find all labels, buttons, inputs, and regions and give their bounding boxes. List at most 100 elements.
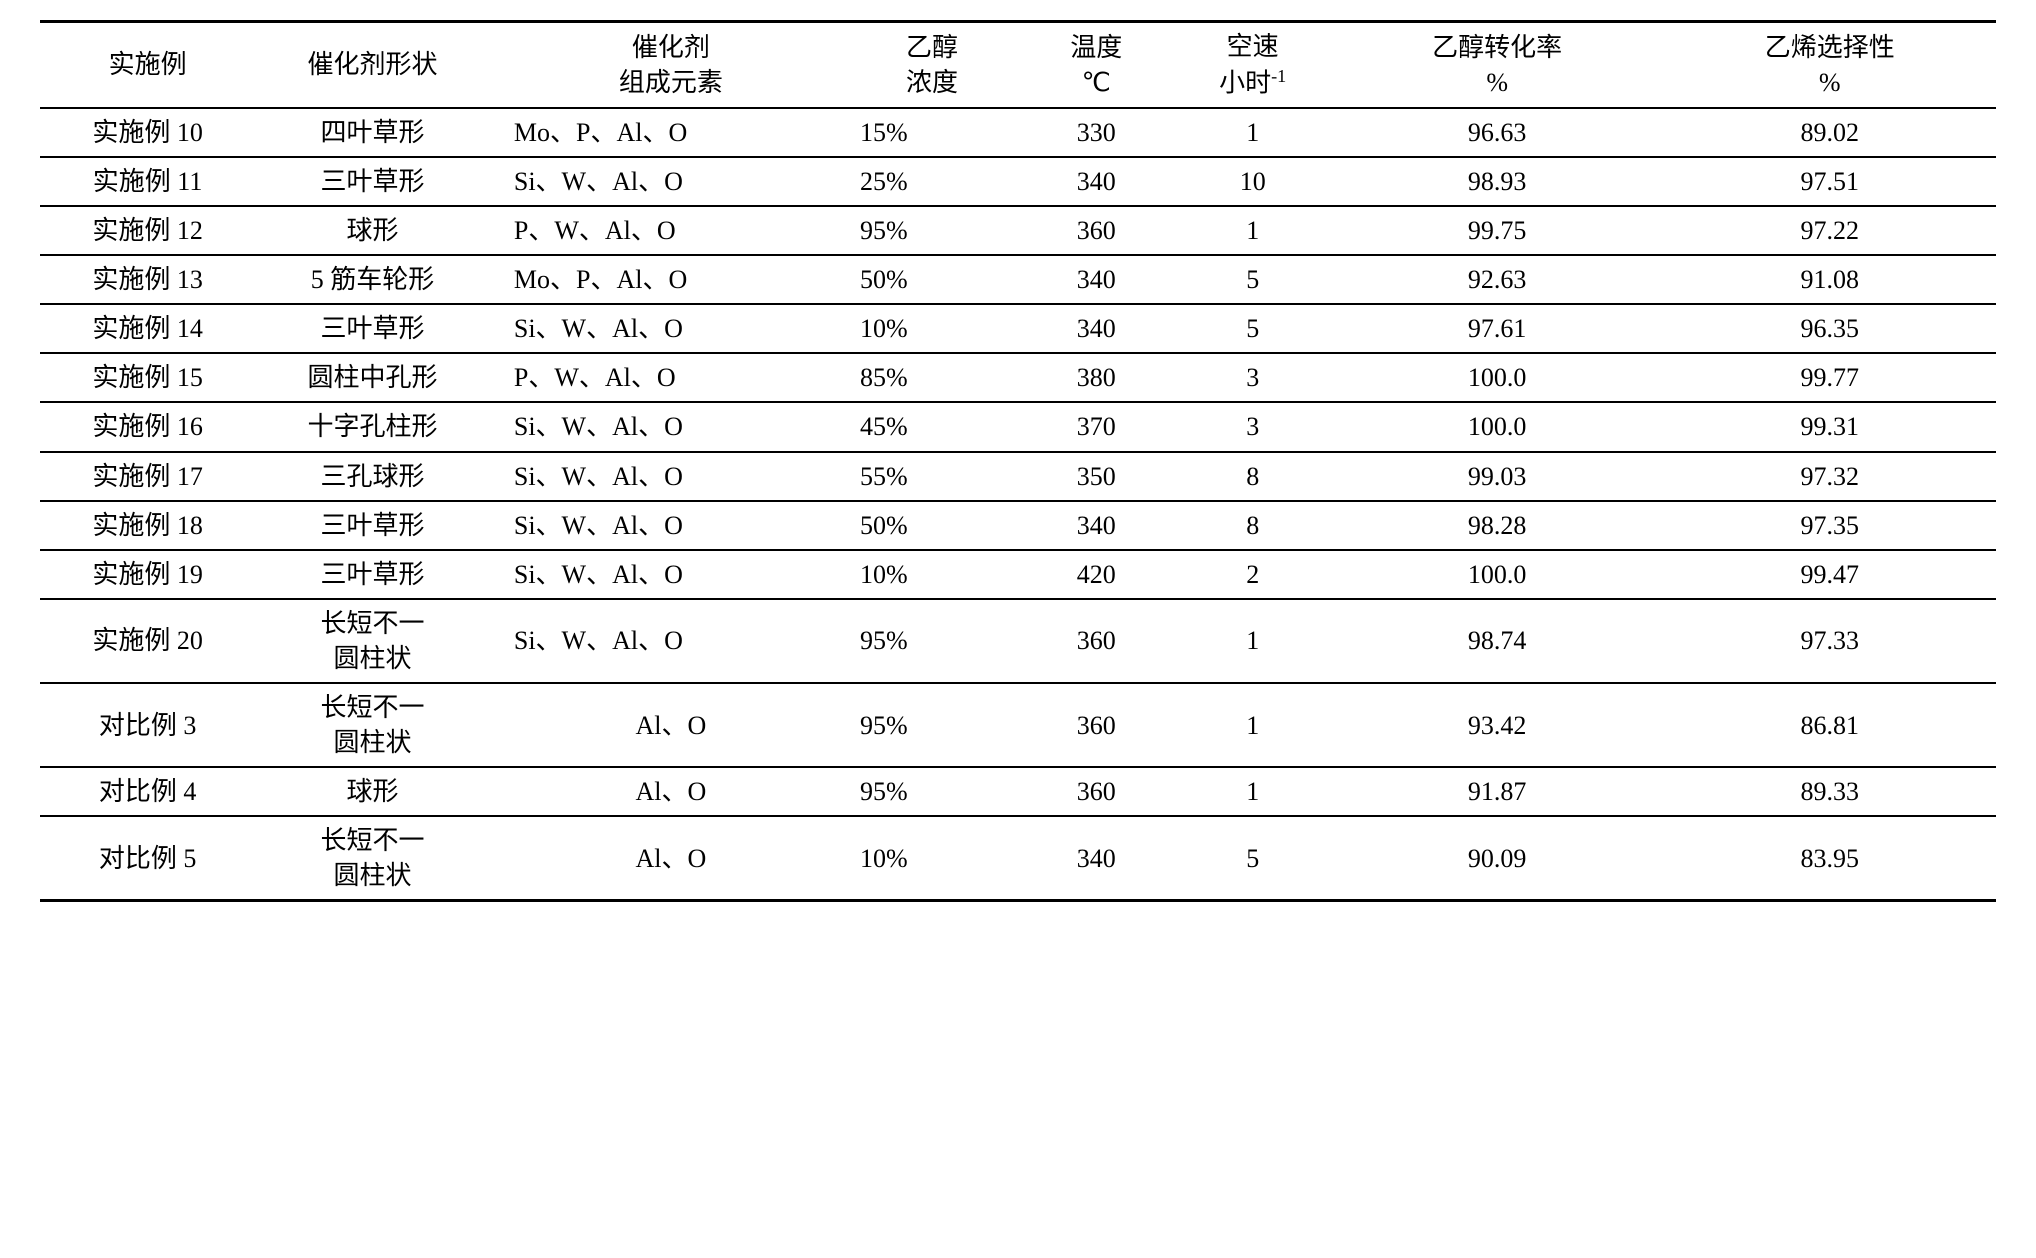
table-cell: 实施例 12	[40, 206, 255, 255]
table-cell: 89.33	[1663, 767, 1996, 816]
header-elements-line1: 催化剂	[632, 33, 710, 62]
table-cell: 100.0	[1331, 550, 1664, 599]
col-header-conc: 乙醇 浓度	[842, 22, 1018, 108]
table-row: 实施例 17三孔球形Si、W、Al、O55%350899.0397.32	[40, 452, 1996, 501]
header-temp-line2: ℃	[1082, 68, 1111, 97]
table-row: 实施例 12球形P、W、Al、O95%360199.7597.22	[40, 206, 1996, 255]
table-cell: 5 筋车轮形	[255, 255, 490, 304]
table-cell: Si、W、Al、O	[490, 599, 842, 683]
table-cell: 圆柱中孔形	[255, 353, 490, 402]
col-header-elements: 催化剂 组成元素	[490, 22, 842, 108]
table-cell: 对比例 5	[40, 816, 255, 901]
header-conv-line1: 乙醇转化率	[1432, 33, 1562, 62]
table-cell: 实施例 17	[40, 452, 255, 501]
table-row: 实施例 18三叶草形Si、W、Al、O50%340898.2897.35	[40, 501, 1996, 550]
table-cell: 91.08	[1663, 255, 1996, 304]
table-cell: 1	[1174, 599, 1330, 683]
table-cell: 3	[1174, 353, 1330, 402]
table-cell: P、W、Al、O	[490, 353, 842, 402]
table-cell: 99.03	[1331, 452, 1664, 501]
table-cell: 15%	[842, 108, 1018, 157]
table-cell: 83.95	[1663, 816, 1996, 901]
table-cell: 95%	[842, 599, 1018, 683]
table-cell: 对比例 4	[40, 767, 255, 816]
table-cell: 92.63	[1331, 255, 1664, 304]
table-cell: 340	[1018, 501, 1174, 550]
table-cell: 360	[1018, 206, 1174, 255]
col-header-shape: 催化剂形状	[255, 22, 490, 108]
table-cell: 340	[1018, 304, 1174, 353]
table-row: 实施例 14三叶草形Si、W、Al、O10%340597.6196.35	[40, 304, 1996, 353]
table-body: 实施例 10四叶草形Mo、P、Al、O15%330196.6389.02实施例 …	[40, 108, 1996, 901]
table-row: 对比例 4球形Al、O95%360191.8789.33	[40, 767, 1996, 816]
table-cell: 三叶草形	[255, 157, 490, 206]
table-cell: 85%	[842, 353, 1018, 402]
table-cell: Si、W、Al、O	[490, 452, 842, 501]
table-cell: 三叶草形	[255, 501, 490, 550]
table-row: 实施例 16十字孔柱形Si、W、Al、O45%3703100.099.31	[40, 402, 1996, 451]
table-cell: Si、W、Al、O	[490, 304, 842, 353]
table-cell: 340	[1018, 816, 1174, 901]
header-shape-text: 催化剂形状	[308, 50, 438, 79]
table-cell: 1	[1174, 206, 1330, 255]
table-cell: Mo、P、Al、O	[490, 255, 842, 304]
table-cell: 长短不一 圆柱状	[255, 816, 490, 901]
table-cell: 97.61	[1331, 304, 1664, 353]
table-cell: 95%	[842, 683, 1018, 767]
header-conv-line2: %	[1486, 68, 1508, 97]
header-sv-line1: 空速	[1227, 32, 1279, 61]
table-cell: 实施例 16	[40, 402, 255, 451]
table-cell: 2	[1174, 550, 1330, 599]
table-row: 实施例 11三叶草形Si、W、Al、O25%3401098.9397.51	[40, 157, 1996, 206]
table-cell: 96.35	[1663, 304, 1996, 353]
table-cell: 50%	[842, 501, 1018, 550]
header-row: 实施例 催化剂形状 催化剂 组成元素 乙醇 浓度 温度 ℃	[40, 22, 1996, 108]
table-cell: 97.51	[1663, 157, 1996, 206]
table-cell: 350	[1018, 452, 1174, 501]
table-row: 实施例 135 筋车轮形Mo、P、Al、O50%340592.6391.08	[40, 255, 1996, 304]
table-cell: 99.47	[1663, 550, 1996, 599]
table-cell: Mo、P、Al、O	[490, 108, 842, 157]
table-cell: 10%	[842, 550, 1018, 599]
col-header-sel: 乙烯选择性 %	[1663, 22, 1996, 108]
header-elements-line2: 组成元素	[619, 68, 723, 97]
table-cell: 对比例 3	[40, 683, 255, 767]
table-cell: 99.75	[1331, 206, 1664, 255]
table-cell: 1	[1174, 767, 1330, 816]
table-cell: 5	[1174, 255, 1330, 304]
table-cell: 实施例 13	[40, 255, 255, 304]
col-header-sv: 空速 小时-1	[1174, 22, 1330, 108]
table-header: 实施例 催化剂形状 催化剂 组成元素 乙醇 浓度 温度 ℃	[40, 22, 1996, 108]
table-row: 实施例 10四叶草形Mo、P、Al、O15%330196.6389.02	[40, 108, 1996, 157]
data-table-container: 实施例 催化剂形状 催化剂 组成元素 乙醇 浓度 温度 ℃	[40, 20, 1996, 902]
table-cell: 360	[1018, 767, 1174, 816]
table-cell: Al、O	[490, 767, 842, 816]
table-cell: 95%	[842, 767, 1018, 816]
table-cell: Si、W、Al、O	[490, 501, 842, 550]
header-sel-line1: 乙烯选择性	[1765, 33, 1895, 62]
table-cell: 8	[1174, 452, 1330, 501]
table-row: 实施例 20长短不一 圆柱状Si、W、Al、O95%360198.7497.33	[40, 599, 1996, 683]
table-cell: 55%	[842, 452, 1018, 501]
table-cell: Al、O	[490, 683, 842, 767]
table-cell: 10	[1174, 157, 1330, 206]
table-cell: 25%	[842, 157, 1018, 206]
table-row: 实施例 15圆柱中孔形P、W、Al、O85%3803100.099.77	[40, 353, 1996, 402]
table-cell: 100.0	[1331, 402, 1664, 451]
table-cell: 95%	[842, 206, 1018, 255]
table-cell: 实施例 19	[40, 550, 255, 599]
table-cell: 99.31	[1663, 402, 1996, 451]
table-cell: 97.35	[1663, 501, 1996, 550]
table-cell: 8	[1174, 501, 1330, 550]
table-cell: 1	[1174, 683, 1330, 767]
table-cell: 实施例 10	[40, 108, 255, 157]
header-conc-line2: 浓度	[906, 68, 958, 97]
table-cell: 90.09	[1331, 816, 1664, 901]
table-cell: 10%	[842, 304, 1018, 353]
table-cell: 50%	[842, 255, 1018, 304]
table-cell: 97.22	[1663, 206, 1996, 255]
table-cell: 330	[1018, 108, 1174, 157]
table-cell: 91.87	[1331, 767, 1664, 816]
header-sv-line2: 小时	[1219, 69, 1271, 98]
table-cell: 96.63	[1331, 108, 1664, 157]
